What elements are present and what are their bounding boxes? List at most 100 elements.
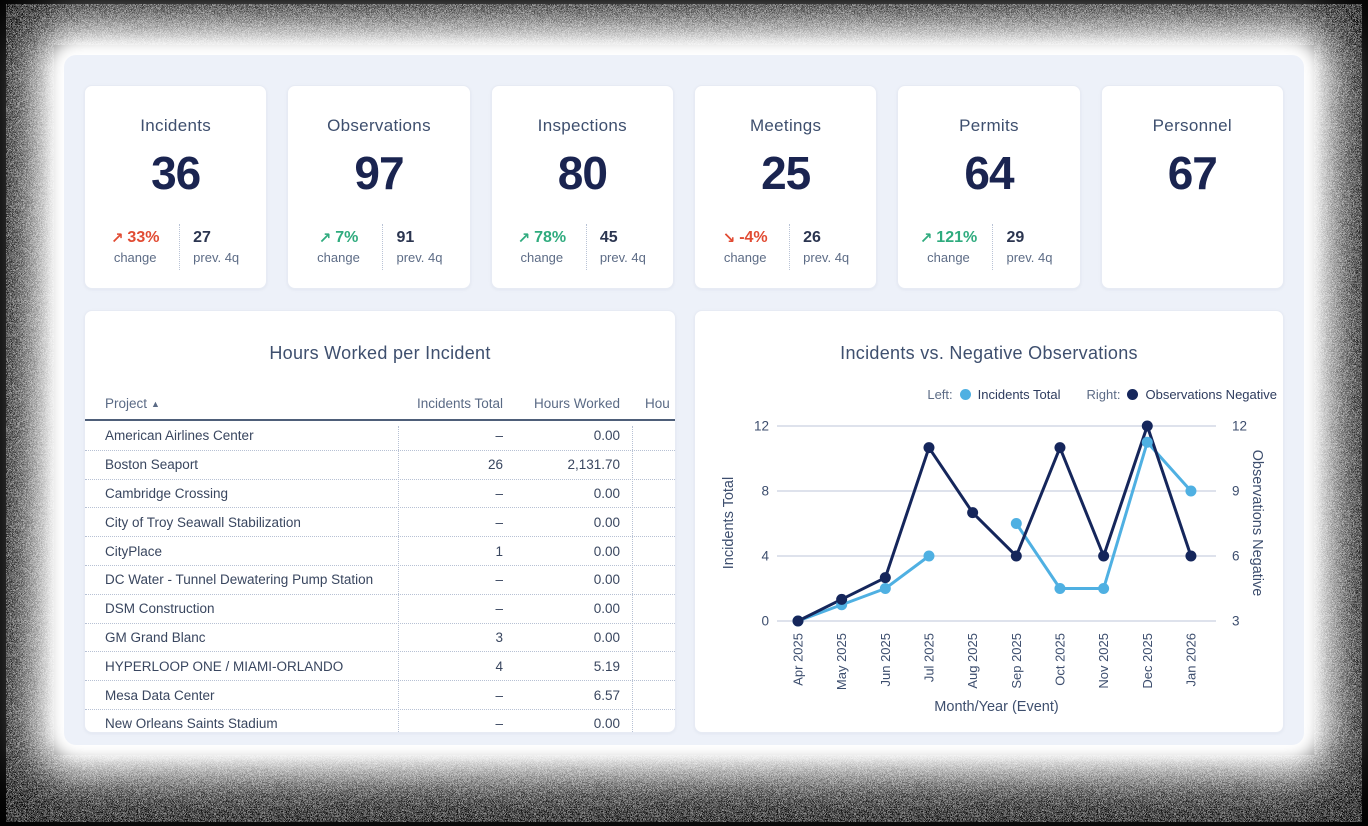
kpi-card-meetings: Meetings 25 ↘ -4% change 26 prev. 4q	[693, 85, 878, 289]
table-header-project[interactable]: Project ▲	[105, 396, 160, 411]
kpi-change-value: 33%	[127, 229, 160, 246]
kpi-change: ↘ -4% change	[714, 229, 776, 265]
kpi-stats: ↗ 121% change 29 prev. 4q	[917, 224, 1060, 270]
cell-hours-worked: 0.00	[593, 629, 620, 645]
left-axis-tick: 12	[754, 419, 769, 434]
table-row: HYPERLOOP ONE / MIAMI-ORLANDO 4 5.19	[85, 651, 675, 680]
kpi-change-label: change	[723, 250, 767, 265]
trend-up-arrow-icon: ↗	[517, 230, 531, 247]
x-axis-label: Jan 2026	[1183, 633, 1198, 687]
kpi-stat-divider	[585, 224, 587, 270]
cell-incidents-total: –	[495, 572, 503, 588]
data-point-incidents-total[interactable]	[1054, 583, 1066, 594]
kpi-change-value: 7%	[335, 229, 359, 246]
data-point-observations-negative[interactable]	[1141, 420, 1153, 432]
dual-axis-line-chart: 0 4 8 12 3 6 9 12 Incidents Total Observations Ne…	[721, 419, 1265, 716]
sort-ascending-icon: ▲	[151, 399, 160, 409]
column-divider	[632, 426, 633, 732]
cell-incidents-total: –	[495, 687, 503, 703]
trend-up-arrow-icon: ↗	[318, 230, 332, 247]
kpi-change-pct: ↗ 78%	[518, 229, 567, 247]
data-point-incidents-total[interactable]	[1185, 485, 1197, 497]
kpi-prev-label: prev. 4q	[396, 250, 443, 265]
x-axis-label: Sep 2025	[1009, 633, 1024, 689]
kpi-stat-divider	[992, 224, 994, 270]
table-row: DC Water - Tunnel Dewatering Pump Statio…	[85, 564, 675, 594]
data-point-observations-negative[interactable]	[1010, 550, 1022, 562]
x-axis-label: Nov 2025	[1096, 633, 1111, 689]
table-row: GM Grand Blanc 3 0.00	[85, 622, 675, 652]
kpi-change-pct: ↗ 121%	[920, 229, 978, 247]
x-axis-title: Month/Year (Event)	[934, 699, 1058, 715]
series-line-incidents-total	[1014, 440, 1193, 590]
cell-project: DC Water - Tunnel Dewatering Pump Statio…	[105, 572, 374, 588]
cell-project: CityPlace	[105, 543, 163, 559]
cell-project: Cambridge Crossing	[105, 485, 229, 501]
x-axis-label: Apr 2025	[791, 633, 806, 686]
x-axis-label: Dec 2025	[1140, 633, 1155, 689]
kpi-stats: ↗ 7% change 91 prev. 4q	[307, 224, 450, 270]
kpi-prev-value: 26	[803, 229, 821, 246]
kpi-change-value: 121%	[936, 229, 978, 246]
trend-down-arrow-icon: ↘	[722, 230, 736, 247]
dashboard-panel: Incidents 36 ↗ 33% change 27 prev. 4q Observati…	[64, 55, 1304, 745]
data-point-incidents-total[interactable]	[1141, 436, 1153, 448]
data-point-incidents-total[interactable]	[923, 550, 935, 562]
x-axis-label: Jun 2025	[878, 633, 893, 687]
table-header-row: Project ▲ Incidents Total Hours Worked Hou	[85, 396, 675, 421]
cell-hours-worked: 0.00	[593, 427, 620, 443]
table-header-hours-per-incident[interactable]: Hou	[645, 396, 670, 411]
kpi-title: Permits	[959, 116, 1019, 135]
right-axis-title: Observations Negative	[1249, 450, 1265, 597]
data-point-observations-negative[interactable]	[967, 507, 979, 519]
right-axis-tick: 9	[1232, 484, 1240, 499]
cell-hours-worked: 6.57	[593, 687, 620, 703]
kpi-card-row: Incidents 36 ↗ 33% change 27 prev. 4q Observati…	[84, 85, 1284, 289]
cell-project: DSM Construction	[105, 601, 215, 617]
kpi-stat-divider	[789, 224, 791, 270]
table-row: American Airlines Center – 0.00	[85, 421, 675, 450]
cell-incidents-total: –	[495, 485, 503, 501]
kpi-change-value: -4%	[739, 229, 768, 246]
data-point-incidents-total[interactable]	[1098, 583, 1110, 594]
data-point-observations-negative[interactable]	[792, 615, 804, 627]
table-title: Hours Worked per Incident	[269, 343, 491, 363]
kpi-title: Observations	[327, 116, 431, 135]
data-point-observations-negative[interactable]	[836, 593, 848, 605]
kpi-prev-value: 27	[193, 229, 211, 246]
table-row: New Orleans Saints Stadium – 0.00	[85, 708, 675, 732]
kpi-card-inspections: Inspections 80 ↗ 78% change 45 prev. 4q	[490, 85, 674, 289]
table-header-hours-worked[interactable]: Hours Worked	[533, 396, 620, 411]
table-header-incidents-total[interactable]: Incidents Total	[416, 396, 503, 411]
data-point-incidents-total[interactable]	[1010, 518, 1022, 529]
data-point-observations-negative[interactable]	[1185, 550, 1197, 562]
kpi-title: Incidents	[140, 116, 212, 135]
right-axis-tick: 12	[1232, 419, 1247, 434]
cell-hours-worked: 0.00	[593, 715, 620, 731]
column-divider	[398, 426, 399, 732]
kpi-change-pct: ↗ 33%	[111, 229, 160, 247]
right-axis-tick: 6	[1232, 549, 1240, 564]
kpi-change-label: change	[317, 250, 360, 265]
data-point-incidents-total[interactable]	[879, 583, 891, 594]
data-point-observations-negative[interactable]	[1054, 442, 1066, 454]
kpi-value: 80	[557, 147, 608, 199]
kpi-prev-value: 91	[396, 229, 415, 246]
cell-incidents-total: –	[495, 715, 503, 731]
x-axis-label: May 2025	[834, 633, 849, 690]
kpi-card-incidents: Incidents 36 ↗ 33% change 27 prev. 4q	[84, 85, 268, 289]
cell-incidents-total: 1	[495, 543, 503, 559]
kpi-card-personnel: Personnel 67	[1100, 85, 1284, 289]
table-row: CityPlace 1 0.00	[85, 536, 675, 565]
data-point-observations-negative[interactable]	[923, 442, 935, 454]
cell-incidents-total: 3	[495, 629, 503, 645]
kpi-value: 25	[761, 147, 811, 199]
data-point-observations-negative[interactable]	[879, 572, 891, 584]
data-point-observations-negative[interactable]	[1098, 550, 1110, 562]
cell-incidents-total: –	[495, 514, 503, 530]
left-axis-tick: 4	[761, 549, 769, 564]
table-body: American Airlines Center – 0.00 Boston Seap…	[85, 421, 675, 732]
kpi-change-label: change	[520, 250, 564, 265]
left-axis-title: Incidents Total	[721, 477, 737, 569]
cell-incidents-total: –	[495, 601, 503, 617]
